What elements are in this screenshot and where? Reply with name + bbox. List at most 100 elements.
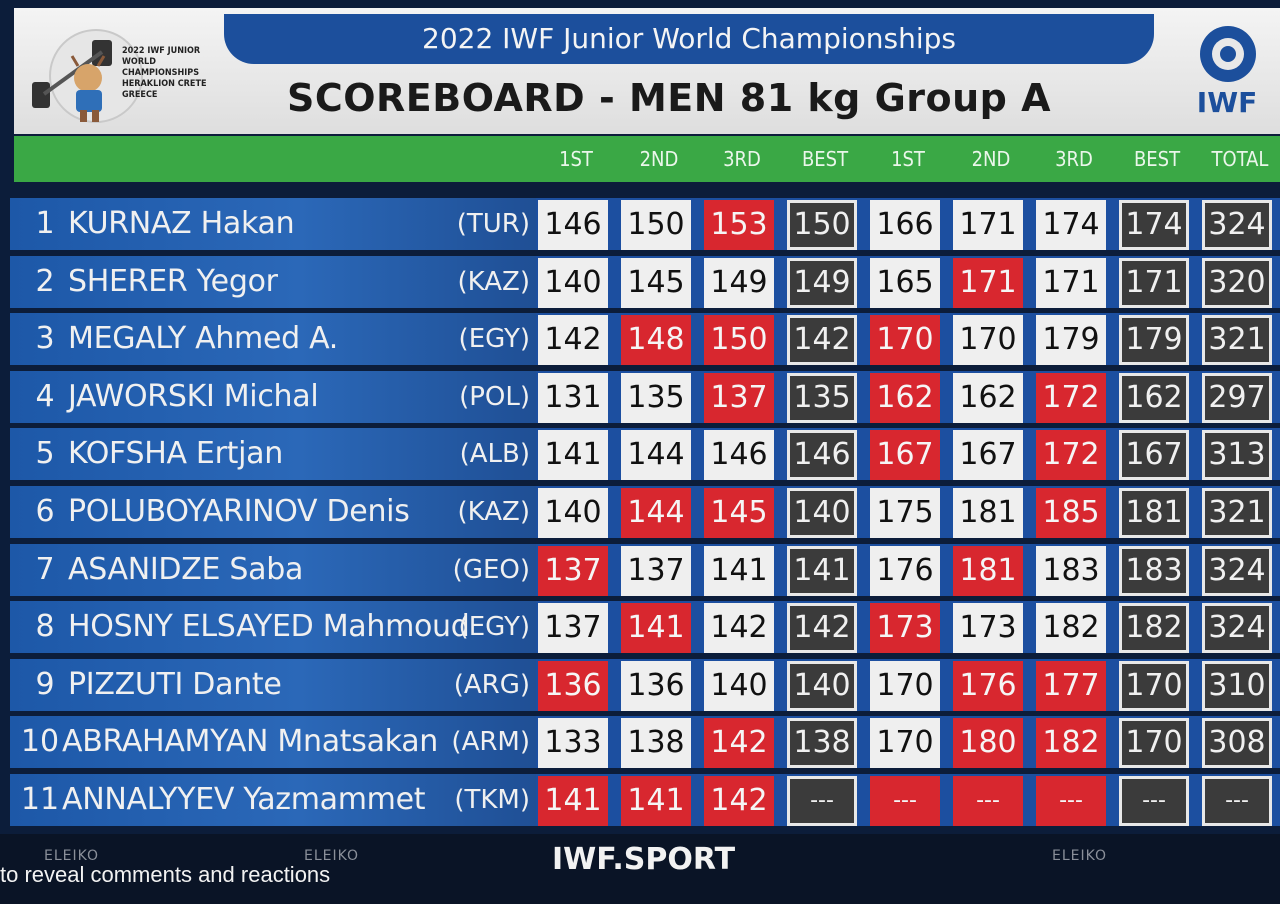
board-title: SCOREBOARD - MEN 81 kg Group A xyxy=(286,76,1051,120)
cj-attempt-2: 170 xyxy=(953,315,1023,366)
iwf-logo xyxy=(1188,20,1268,130)
athlete-rank: 6 xyxy=(35,494,55,529)
athlete-rank: 2 xyxy=(35,263,55,299)
snatch-attempt-1: 136 xyxy=(538,660,608,711)
snatch-attempt-2: 137 xyxy=(621,545,691,596)
cj-attempt-3: 177 xyxy=(1036,660,1106,711)
athlete-rank: 5 xyxy=(35,436,55,472)
snatch-attempt-1: 131 xyxy=(538,372,608,423)
athlete-name: MEGALY Ahmed A. xyxy=(68,321,339,357)
cj-attempt-2: 181 xyxy=(953,545,1023,596)
snatch-attempt-3: 142 xyxy=(704,776,774,826)
table-row: 3 MEGALY Ahmed A. (EGY) 142 148 150 142 170 170 1… xyxy=(0,311,1280,366)
total-cell: 320 xyxy=(1202,257,1272,308)
col-snatch-1: 1ST xyxy=(559,147,593,171)
col-cj-best: BEST xyxy=(1133,147,1181,171)
col-snatch-2: 2ND xyxy=(639,147,679,171)
athlete-name: ABRAHAMYAN Mnatsakan xyxy=(62,724,439,760)
snatch-best: 142 xyxy=(787,315,857,366)
table-row: 10 ABRAHAMYAN Mnatsakan (ARM) 133 138 142 138 1… xyxy=(0,714,1280,769)
athlete-nation: (KAZ) xyxy=(457,266,530,297)
total-cell: 297 xyxy=(1202,372,1272,423)
athlete-nation: (GEO) xyxy=(452,554,530,585)
snatch-attempt-2: 141 xyxy=(621,776,691,826)
cj-attempt-1: 170 xyxy=(870,660,940,711)
snatch-best: 142 xyxy=(787,603,857,654)
athlete-rank: 11 xyxy=(20,782,60,817)
snatch-attempt-2: 144 xyxy=(621,488,691,538)
total-cell: 313 xyxy=(1202,430,1272,481)
cj-best: 171 xyxy=(1119,257,1189,308)
athlete-name: PIZZUTI Dante xyxy=(68,666,282,702)
footer-bar: ELEIKO ELEIKO IWF.SPORT ELEIKO xyxy=(0,834,1280,904)
cj-attempt-1: 165 xyxy=(870,257,940,308)
total-cell: 321 xyxy=(1202,315,1272,366)
reveal-comments-link[interactable]: to reveal comments and reactions xyxy=(0,862,331,887)
cj-attempt-2: 162 xyxy=(953,372,1023,423)
athlete-nation: (KAZ) xyxy=(457,497,530,527)
athlete-name-band: 7 ASANIDZE Saba (GEO) xyxy=(10,543,536,596)
athlete-nation: (ARG) xyxy=(453,669,530,700)
cj-attempt-3: 172 xyxy=(1036,372,1106,423)
cj-attempt-3: 171 xyxy=(1036,257,1106,308)
athlete-rank: 1 xyxy=(35,206,55,241)
table-row: 11 ANNALYYEV Yazmammet (TKM) 141 141 142 --- --… xyxy=(0,772,1280,826)
athlete-name-band: 11 ANNALYYEV Yazmammet (TKM) xyxy=(10,774,536,826)
total-cell: 324 xyxy=(1202,603,1272,654)
total-cell: 310 xyxy=(1202,660,1272,711)
total-cell: --- xyxy=(1202,776,1272,826)
snatch-attempt-1: 140 xyxy=(538,257,608,308)
athlete-rank: 3 xyxy=(35,321,55,357)
sponsor-brand: ELEIKO xyxy=(304,848,360,864)
snatch-attempt-3: 142 xyxy=(704,718,774,769)
snatch-best: 150 xyxy=(787,200,857,250)
athlete-rank: 8 xyxy=(35,609,55,645)
athlete-name-band: 3 MEGALY Ahmed A. (EGY) xyxy=(10,313,536,366)
athlete-nation: (EGY) xyxy=(458,612,530,643)
col-cj-2: 2ND xyxy=(971,147,1011,171)
athlete-name-band: 4 JAWORSKI Michal (POL) xyxy=(10,370,536,423)
snatch-attempt-3: 145 xyxy=(704,488,774,538)
snatch-attempt-3: 141 xyxy=(704,545,774,596)
iwf-logo-text: IWF xyxy=(1196,86,1258,119)
table-row: 4 JAWORSKI Michal (POL) 131 135 137 135 162 162 1… xyxy=(0,369,1280,423)
snatch-best: 140 xyxy=(787,488,857,538)
snatch-attempt-1: 137 xyxy=(538,545,608,596)
sponsor-brand: ELEIKO xyxy=(44,848,100,864)
athlete-name-band: 1 KURNAZ Hakan (TUR) xyxy=(10,198,536,250)
athlete-nation: (TUR) xyxy=(456,209,530,239)
snatch-attempt-1: 140 xyxy=(538,488,608,538)
snatch-attempt-2: 150 xyxy=(621,200,691,250)
athlete-name: KOFSHA Ertjan xyxy=(68,436,283,472)
cj-attempt-2: 171 xyxy=(953,200,1023,250)
athlete-name: HOSNY ELSAYED Mahmoud xyxy=(68,609,470,645)
table-row: 6 POLUBOYARINOV Denis (KAZ) 140 144 145 140 175… xyxy=(0,484,1280,538)
snatch-attempt-2: 135 xyxy=(621,372,691,423)
snatch-attempt-1: 141 xyxy=(538,430,608,481)
cj-best: 170 xyxy=(1119,718,1189,769)
snatch-attempt-1: 142 xyxy=(538,315,608,366)
cj-best: 162 xyxy=(1119,372,1189,423)
cj-attempt-1: 166 xyxy=(870,200,940,250)
snatch-attempt-2: 136 xyxy=(621,660,691,711)
athlete-rank: 7 xyxy=(35,551,55,587)
athlete-name: JAWORSKI Michal xyxy=(68,378,319,414)
snatch-attempt-3: 153 xyxy=(704,200,774,250)
athlete-nation: (ALB) xyxy=(459,439,530,470)
athlete-name-band: 8 HOSNY ELSAYED Mahmoud (EGY) xyxy=(10,601,536,654)
snatch-best: 146 xyxy=(787,430,857,481)
table-row: 9 PIZZUTI Dante (ARG) 136 136 140 140 170 176 177… xyxy=(0,657,1280,711)
snatch-best: 135 xyxy=(787,372,857,423)
cj-attempt-2: 171 xyxy=(953,257,1023,308)
cj-attempt-2: 176 xyxy=(953,660,1023,711)
cj-attempt-3: 182 xyxy=(1036,718,1106,769)
scoreboard-header: 2022 IWF JUNIOR WORLD CHAMPIONSHIPS HERA… xyxy=(14,8,1280,134)
athlete-nation: (EGY) xyxy=(458,324,530,355)
snatch-attempt-1: 141 xyxy=(538,776,608,826)
athlete-name-band: 10 ABRAHAMYAN Mnatsakan (ARM) xyxy=(10,716,536,769)
cj-attempt-3: 183 xyxy=(1036,545,1106,596)
total-cell: 324 xyxy=(1202,200,1272,250)
snatch-attempt-1: 133 xyxy=(538,718,608,769)
snatch-attempt-2: 144 xyxy=(621,430,691,481)
